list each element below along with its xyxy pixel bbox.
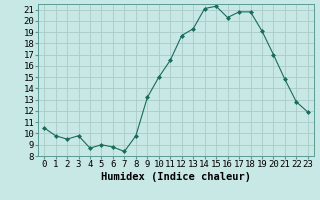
X-axis label: Humidex (Indice chaleur): Humidex (Indice chaleur) xyxy=(101,172,251,182)
